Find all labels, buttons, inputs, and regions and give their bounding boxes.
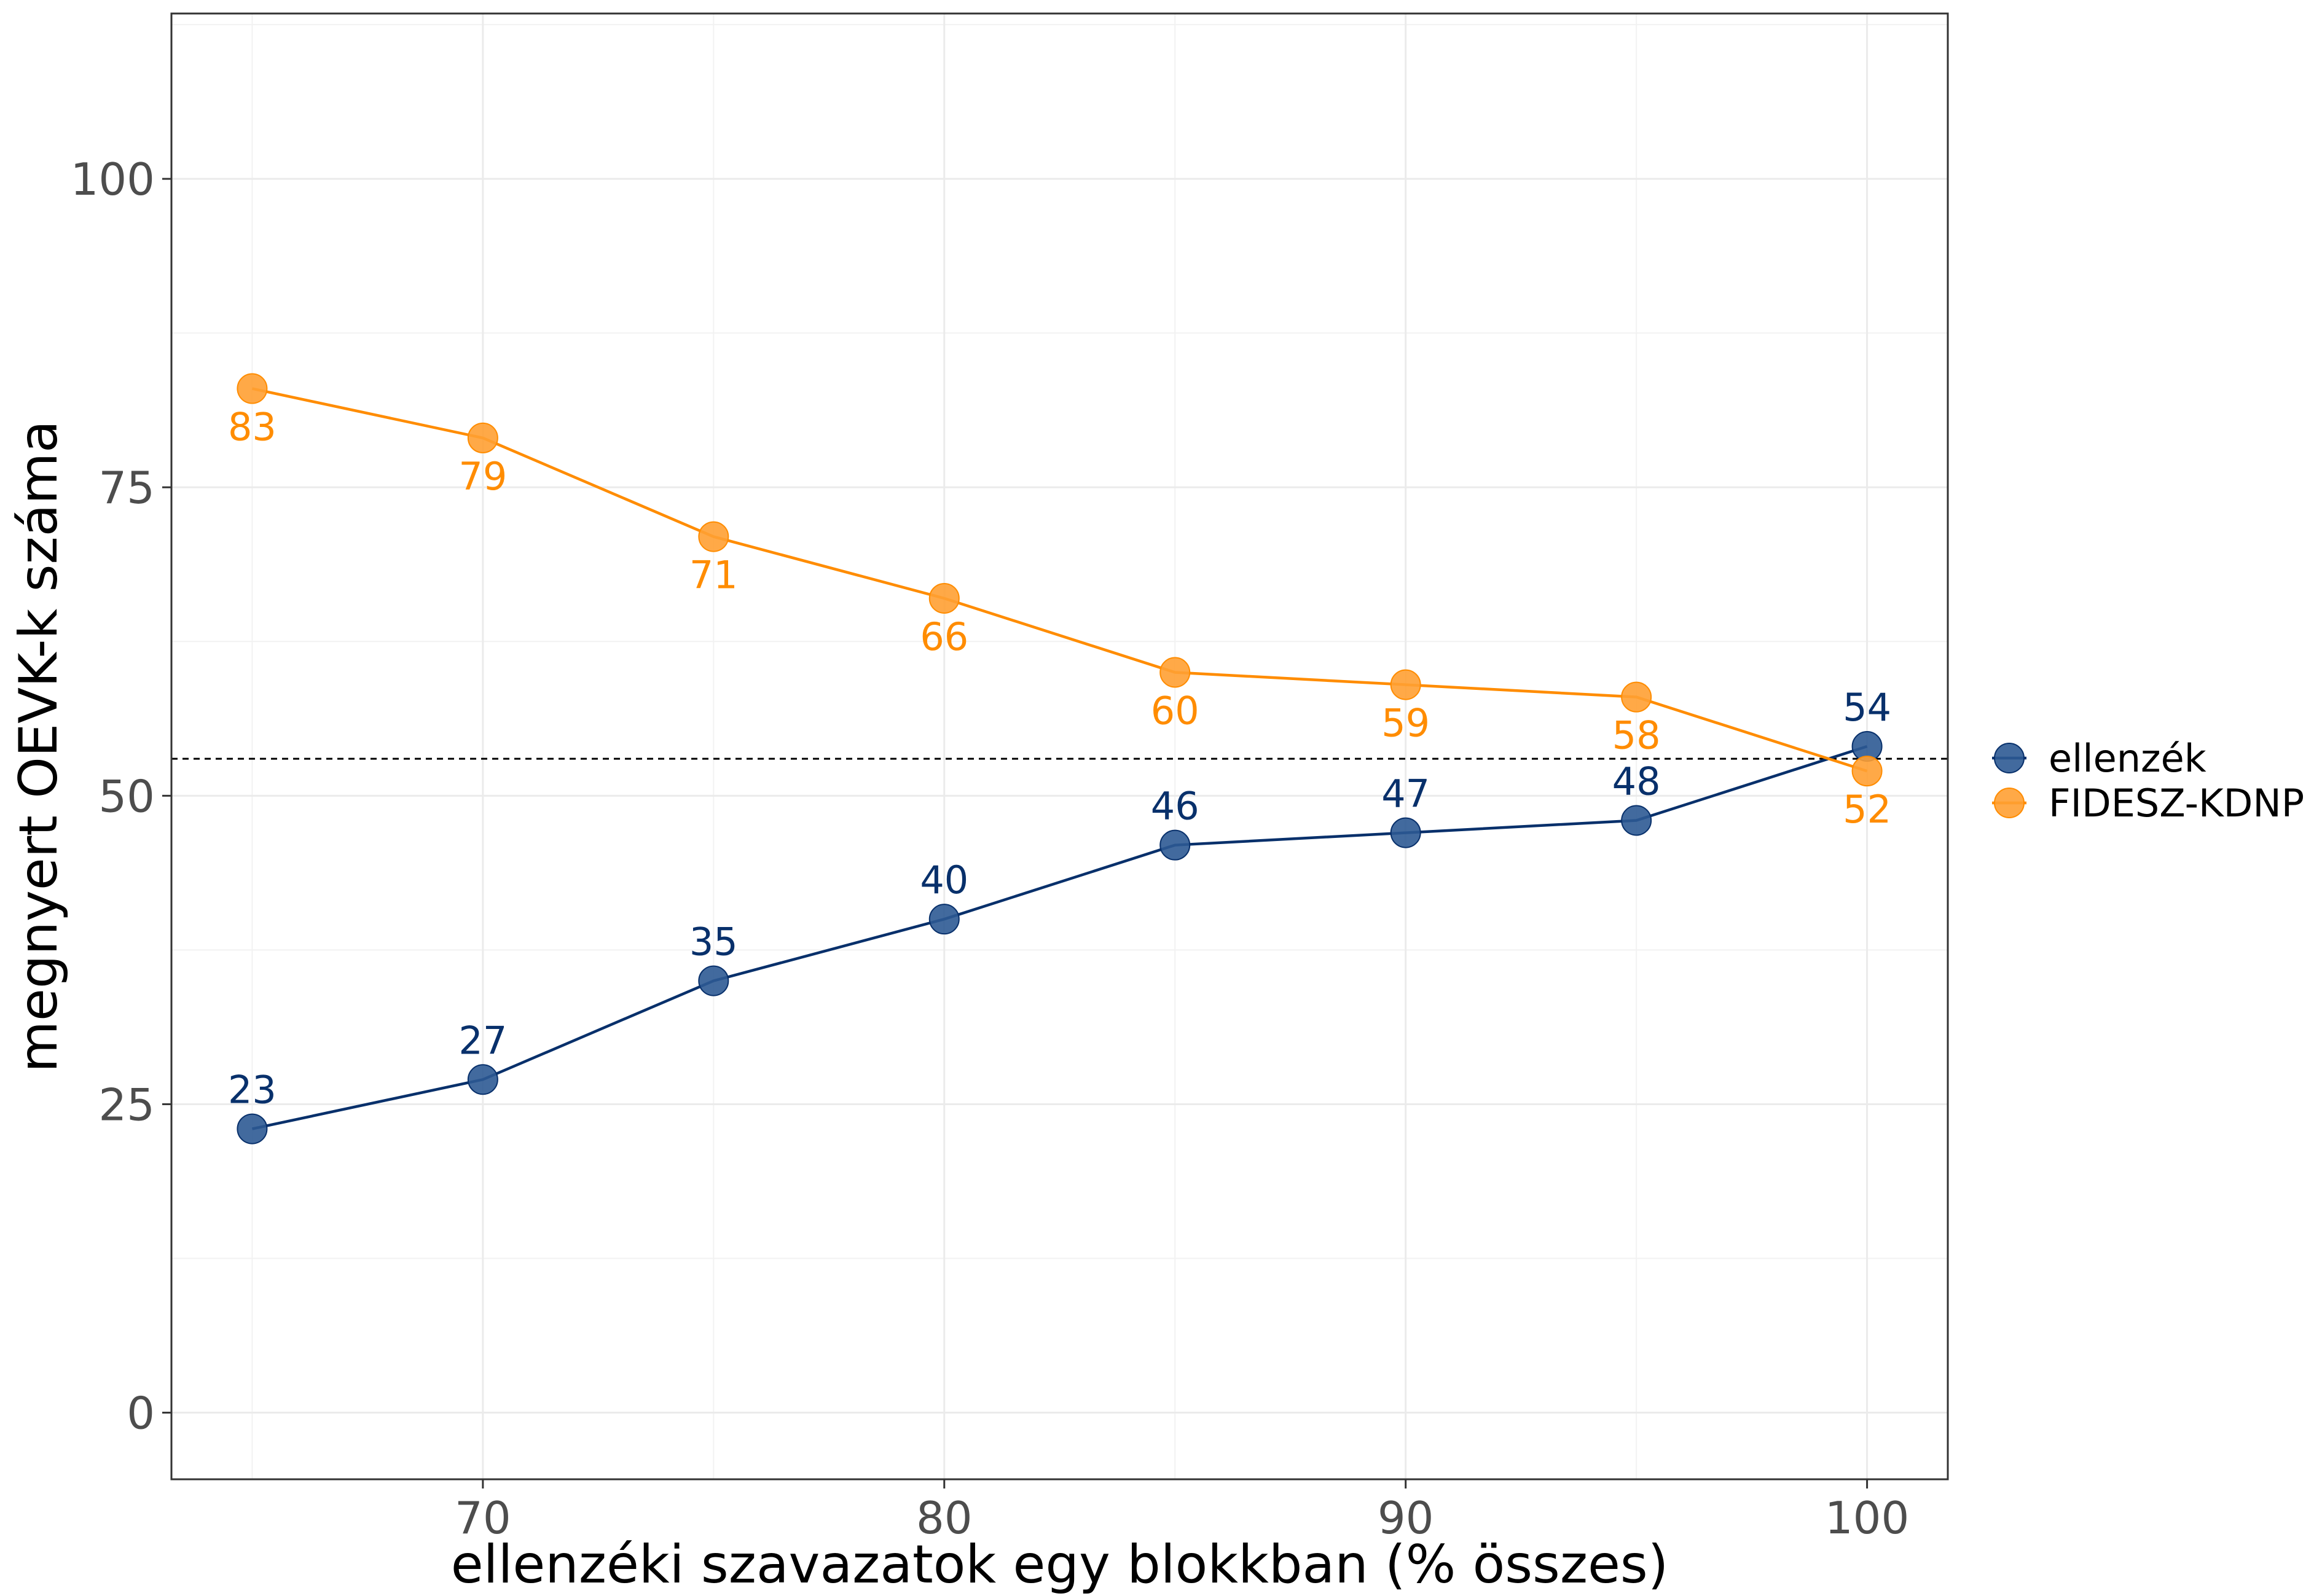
series-0-data-label: 40 — [920, 858, 968, 902]
series-0-point — [1159, 829, 1191, 861]
series-1-data-label: 66 — [920, 614, 968, 659]
series-1-point — [1851, 756, 1883, 787]
series-1-point — [928, 582, 960, 614]
series-points — [237, 373, 1883, 1144]
series-0-data-label: 35 — [689, 920, 738, 964]
series-1-point — [1390, 669, 1421, 700]
series-data-labels: 23 27 35 40 46 47 48 54 83 79 71 66 60 59 58 52 — [228, 405, 1891, 1113]
series-1-data-label: 71 — [689, 553, 738, 598]
series-1-point — [1159, 657, 1191, 688]
series-1-data-label: 79 — [458, 454, 507, 499]
series-0-data-label: 47 — [1381, 772, 1430, 816]
series-1-point — [467, 422, 498, 453]
series-0-data-label: 46 — [1151, 784, 1199, 829]
axis-ticks — [162, 178, 1869, 1488]
legend-key-point-1 — [1994, 788, 2025, 818]
series-line-1 — [251, 387, 1868, 773]
series-0-point — [237, 1113, 268, 1144]
series-0-point — [1390, 817, 1421, 848]
series-0-point — [928, 904, 960, 935]
series-0-data-label: 23 — [228, 1068, 277, 1113]
plot-panel-border — [170, 12, 1949, 1481]
series-0-data-label: 27 — [458, 1018, 507, 1063]
y-tick-label: 50 — [98, 770, 155, 822]
x-axis-title: ellenzéki szavazatok egy blokkban (% öss… — [451, 1534, 1669, 1595]
series-0-point — [1621, 805, 1652, 836]
major-gridlines — [171, 14, 1948, 1479]
series-1-data-label: 60 — [1151, 688, 1199, 733]
legend-label-1: FIDESZ-KDNP — [2049, 781, 2304, 826]
series-0-data-label: 48 — [1612, 759, 1661, 804]
series-1-data-label: 59 — [1381, 701, 1430, 746]
series-1-point — [237, 373, 268, 404]
x-tick-label: 90 — [1378, 1492, 1434, 1544]
minor-gridlines — [171, 14, 1948, 1479]
series-0-point — [698, 965, 729, 996]
series-1-point — [698, 521, 729, 552]
legend-label-0: ellenzék — [2049, 736, 2206, 781]
series-0-point — [467, 1064, 498, 1095]
y-tick-label: 25 — [98, 1079, 155, 1130]
series-1-data-label: 52 — [1843, 787, 1891, 832]
legend-key-point-0 — [1994, 743, 2025, 773]
series-lines — [251, 387, 1868, 1130]
y-axis-title: megnyert OEVK-k száma — [8, 420, 69, 1073]
x-tick-label: 70 — [455, 1492, 511, 1544]
series-0-data-label: 54 — [1843, 685, 1891, 730]
series-1-data-label: 58 — [1612, 713, 1661, 758]
series-line-0 — [251, 745, 1868, 1130]
series-1-point — [1621, 681, 1652, 713]
y-axis-tick-labels: 0 25 50 75 100 — [71, 154, 155, 1439]
y-tick-label: 100 — [71, 154, 155, 205]
y-tick-label: 0 — [127, 1388, 155, 1439]
x-tick-label: 100 — [1825, 1492, 1909, 1544]
x-tick-label: 80 — [916, 1492, 973, 1544]
series-1-data-label: 83 — [228, 405, 277, 450]
x-axis-tick-labels: 70 80 90 100 — [455, 1492, 1909, 1544]
y-tick-label: 75 — [98, 462, 155, 514]
